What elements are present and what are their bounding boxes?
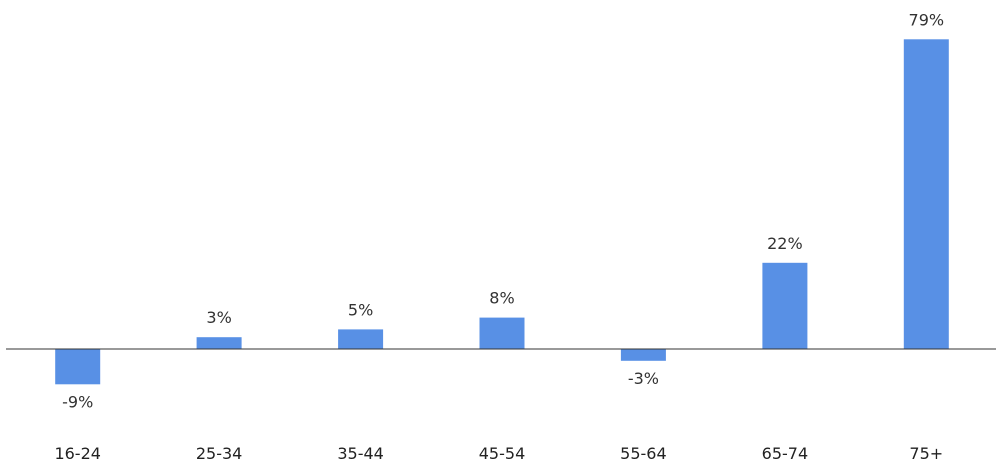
data-label-25-34: 3% bbox=[206, 308, 231, 327]
data-label-75+: 79% bbox=[909, 10, 945, 29]
data-label-55-64: -3% bbox=[628, 369, 659, 388]
bar-75+ bbox=[903, 39, 949, 350]
bar-35-44 bbox=[338, 329, 384, 349]
bars-group bbox=[55, 39, 949, 385]
x-tick-labels-group: 16-24 25-34 35-44 45-54 55-64 65-74 75+ bbox=[54, 444, 943, 463]
data-labels-group: -9% 3% 5% 8% -3% 22% 79% bbox=[62, 10, 944, 411]
data-label-16-24: -9% bbox=[62, 392, 93, 411]
x-tick-label-65-74: 65-74 bbox=[762, 444, 809, 463]
bar-25-34 bbox=[196, 337, 242, 349]
bar-55-64 bbox=[620, 349, 666, 361]
bar-65-74 bbox=[762, 262, 808, 349]
data-label-45-54: 8% bbox=[489, 289, 514, 308]
bar-45-54 bbox=[479, 317, 525, 349]
x-tick-label-16-24: 16-24 bbox=[54, 444, 101, 463]
bar-16-24 bbox=[55, 349, 101, 385]
x-tick-label-55-64: 55-64 bbox=[620, 444, 667, 463]
x-tick-label-25-34: 25-34 bbox=[196, 444, 243, 463]
x-tick-label-45-54: 45-54 bbox=[479, 444, 526, 463]
x-tick-label-35-44: 35-44 bbox=[337, 444, 384, 463]
x-tick-label-75+: 75+ bbox=[909, 444, 943, 463]
data-label-35-44: 5% bbox=[348, 300, 373, 319]
data-label-65-74: 22% bbox=[767, 234, 803, 253]
